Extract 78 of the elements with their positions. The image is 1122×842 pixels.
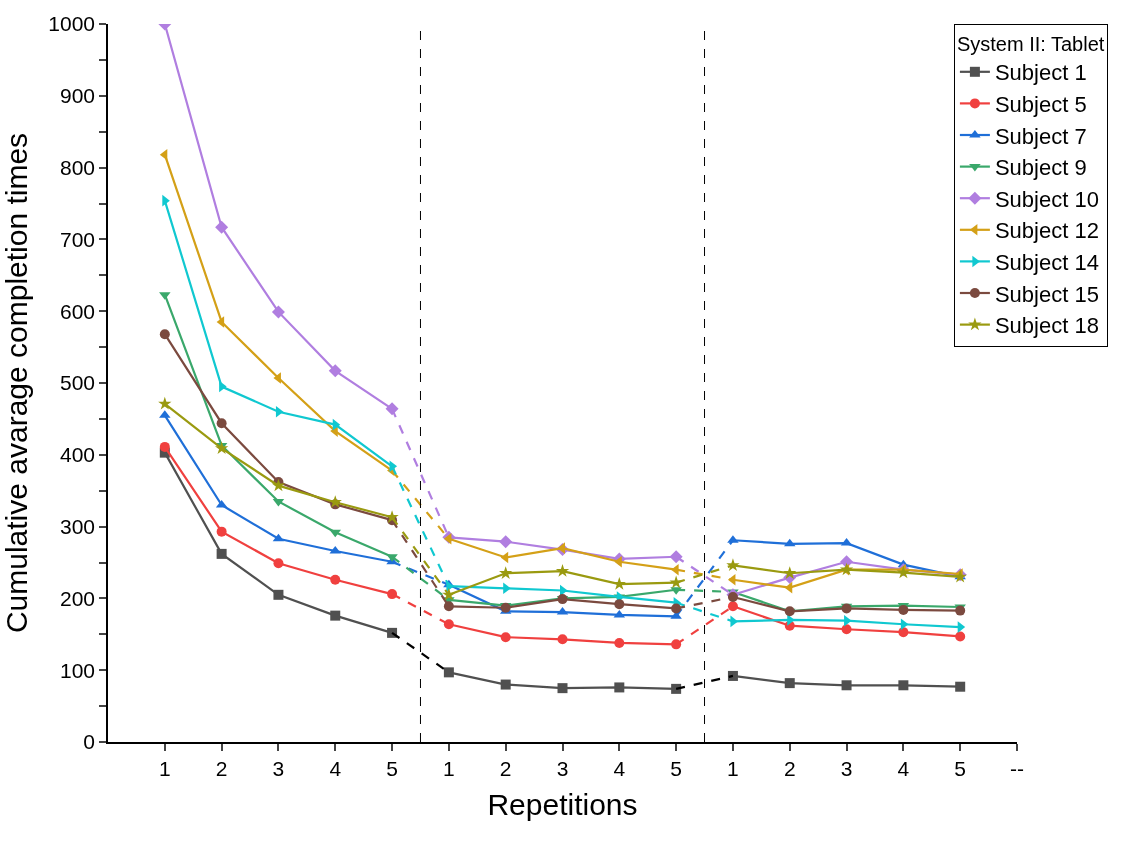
x-tick-label: 3	[272, 756, 285, 780]
point	[500, 679, 511, 690]
x-tick-label: 2	[783, 756, 796, 780]
point	[557, 634, 568, 645]
legend-label: Subject 15	[994, 281, 1099, 307]
legend-label: Subject 1	[994, 60, 1087, 86]
point	[614, 682, 625, 693]
legend-label: Subject 5	[994, 91, 1087, 117]
legend-label: Subject 18	[994, 313, 1099, 339]
point	[499, 566, 513, 579]
y-tick-label: 700	[60, 227, 96, 251]
x-tick-label: 1	[443, 756, 455, 780]
point	[557, 683, 568, 694]
x-tick-label: 5	[954, 756, 967, 780]
legend-label: Subject 9	[994, 155, 1087, 181]
point	[216, 316, 225, 328]
point	[898, 627, 909, 638]
point	[955, 681, 966, 692]
point	[273, 589, 284, 600]
legend-label: Subject 10	[994, 186, 1099, 212]
x-tick-label: 1	[727, 756, 739, 780]
x-tick-label: 5	[670, 756, 682, 780]
y-tick-label: 800	[60, 155, 96, 179]
point	[614, 599, 625, 610]
legend-label: Subject 14	[994, 249, 1099, 275]
point	[216, 526, 227, 537]
x-tick-label: 1	[158, 756, 171, 780]
point	[443, 667, 454, 678]
x-tick-label: 4	[897, 756, 910, 780]
y-tick-label: 900	[60, 84, 96, 108]
point	[159, 329, 170, 340]
point	[499, 535, 513, 549]
x-tick-label: 5	[386, 756, 398, 780]
point	[784, 678, 795, 689]
x-tick-label: --	[1010, 756, 1024, 780]
point	[727, 670, 738, 681]
y-tick-label: 200	[60, 586, 96, 610]
legend-title: System II: Tablet	[956, 33, 1105, 55]
point	[216, 548, 227, 559]
x-tick-label: 3	[556, 756, 569, 780]
point	[898, 604, 909, 615]
point	[955, 631, 966, 642]
x-tick-label: 4	[613, 756, 626, 780]
point	[955, 605, 966, 616]
y-tick-label: 100	[60, 658, 96, 682]
y-tick-label: 300	[60, 514, 96, 538]
point	[839, 562, 854, 576]
y-tick-label: 0	[83, 730, 96, 754]
x-tick-label: 4	[329, 756, 342, 780]
point	[271, 305, 285, 319]
x-tick-label: 3	[840, 756, 853, 780]
point	[330, 574, 341, 585]
point	[328, 364, 342, 378]
point	[614, 637, 625, 648]
y-tick-label: 500	[60, 371, 96, 395]
point	[783, 566, 797, 579]
point	[158, 396, 172, 410]
point	[443, 619, 454, 630]
point	[841, 680, 852, 691]
y-tick-label: 1000	[48, 12, 96, 36]
legend-label: Subject 12	[994, 218, 1099, 244]
x-tick-label: 2	[215, 756, 228, 780]
y-tick-label: 600	[60, 299, 96, 323]
x-axis-title: Repetitions	[487, 787, 638, 821]
y-tick-label: 400	[60, 443, 96, 467]
point	[159, 441, 170, 452]
x-tick-label: 2	[499, 756, 512, 780]
point	[898, 680, 909, 691]
point	[727, 601, 738, 612]
point	[500, 632, 511, 643]
point	[555, 564, 570, 577]
point	[216, 418, 227, 429]
legend-label: Subject 7	[994, 123, 1087, 149]
point	[273, 558, 284, 569]
point	[330, 610, 341, 621]
y-axis-title: Cumulative avarage completion times	[0, 132, 33, 634]
point	[841, 624, 852, 635]
point	[215, 220, 229, 234]
